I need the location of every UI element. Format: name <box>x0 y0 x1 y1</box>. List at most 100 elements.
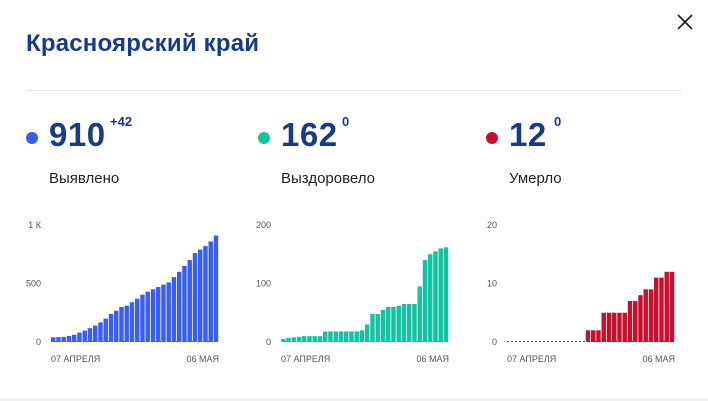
chart-bar[interactable] <box>82 330 87 342</box>
chart-bar[interactable] <box>338 331 344 342</box>
chart-bar[interactable] <box>443 247 449 342</box>
chart-bar[interactable] <box>391 306 396 342</box>
x-tick-label: 06 МАЯ <box>186 354 219 364</box>
chart-bar[interactable] <box>213 235 219 342</box>
chart-bar[interactable] <box>349 331 354 342</box>
chart-bar[interactable] <box>654 277 659 342</box>
chart-bar[interactable] <box>140 294 145 342</box>
chart-bar[interactable] <box>627 301 633 342</box>
chart-bar[interactable] <box>166 282 171 342</box>
chart-bar[interactable] <box>422 260 428 342</box>
chart-bar[interactable] <box>66 335 72 342</box>
chart-bar[interactable] <box>182 265 187 342</box>
chart-bar[interactable] <box>328 331 333 342</box>
chart-bar[interactable] <box>135 298 140 342</box>
chart-bar[interactable] <box>417 286 422 342</box>
chart-bar[interactable] <box>664 271 669 342</box>
chart-bar[interactable] <box>171 277 177 342</box>
chart-bar[interactable] <box>161 284 166 342</box>
chart-bar[interactable] <box>375 313 380 342</box>
chart-bar[interactable] <box>93 325 98 342</box>
chart-bar[interactable] <box>333 331 338 342</box>
chart-bar[interactable] <box>344 331 349 342</box>
stat-label: Выявлено <box>49 170 120 187</box>
chart-bar[interactable] <box>87 328 93 342</box>
chart-bar[interactable] <box>296 336 302 342</box>
chart-bar[interactable] <box>428 254 433 342</box>
chart-bar[interactable] <box>633 301 638 342</box>
chart-bar[interactable] <box>386 306 391 342</box>
chart-bar[interactable] <box>129 302 135 342</box>
chart-bar[interactable] <box>150 289 156 342</box>
chart-bar[interactable] <box>407 303 412 342</box>
chart-bar[interactable] <box>307 336 312 342</box>
chart-bar[interactable] <box>370 313 375 342</box>
stat-value: 12 <box>509 116 547 153</box>
chart-bar[interactable] <box>312 336 317 342</box>
chart-bar[interactable] <box>187 260 192 342</box>
chart-bar[interactable] <box>286 337 291 343</box>
chart-bar[interactable] <box>198 249 203 342</box>
chart-bar[interactable] <box>156 287 161 342</box>
chart-bar[interactable] <box>203 246 208 342</box>
chart-bar[interactable] <box>323 331 328 342</box>
chart-bar[interactable] <box>317 336 323 342</box>
chart-bar[interactable] <box>601 312 606 342</box>
chart-bar[interactable] <box>412 303 417 342</box>
chart-bar[interactable] <box>606 312 612 342</box>
chart-bar[interactable] <box>145 291 150 342</box>
divider <box>26 90 682 91</box>
deaths-chart: 20 10 0 07 АПРЕЛЯ 06 МАЯ <box>487 220 675 364</box>
chart-bar[interactable] <box>77 332 82 342</box>
chart-bar[interactable] <box>591 330 596 342</box>
chart-bar[interactable] <box>585 330 591 342</box>
chart-bar[interactable] <box>61 336 66 342</box>
chart-bar[interactable] <box>380 309 386 342</box>
chart-bar[interactable] <box>354 331 359 342</box>
chart-bar[interactable] <box>119 306 124 342</box>
chart-bar[interactable] <box>108 313 114 342</box>
chart-bar[interactable] <box>622 312 627 342</box>
chart-bar[interactable] <box>617 312 622 342</box>
stat-value: 162 <box>281 116 338 153</box>
chart-bar[interactable] <box>365 324 370 342</box>
chart-bar[interactable] <box>643 289 648 342</box>
stat-label: Выздоровело <box>281 170 376 187</box>
chart-bar[interactable] <box>291 337 296 342</box>
chart-bar[interactable] <box>648 289 654 342</box>
chart-bar[interactable] <box>114 310 119 342</box>
chart-bar[interactable] <box>438 248 443 342</box>
chart-bar[interactable] <box>208 241 213 342</box>
recovered-dot-icon <box>258 132 270 144</box>
bottom-border <box>0 398 708 401</box>
y-tick-label: 0 <box>36 337 41 347</box>
chart-bar[interactable] <box>51 337 56 342</box>
chart-bar[interactable] <box>56 337 61 342</box>
chart-bar[interactable] <box>638 295 643 342</box>
chart-bar[interactable] <box>302 336 307 342</box>
chart-bar[interactable] <box>396 305 401 342</box>
chart-bar[interactable] <box>659 277 664 342</box>
chart-bar[interactable] <box>612 312 617 342</box>
chart-bar[interactable] <box>281 339 286 343</box>
chart-bar[interactable] <box>669 271 675 342</box>
x-tick-label: 07 АПРЕЛЯ <box>281 354 330 364</box>
chart-bar[interactable] <box>72 334 77 342</box>
close-icon[interactable] <box>672 9 698 35</box>
chart-bar[interactable] <box>433 251 438 342</box>
stat-label: Умерло <box>509 170 562 187</box>
chart-bar[interactable] <box>401 303 407 342</box>
chart-bar[interactable] <box>124 305 129 342</box>
chart-bar[interactable] <box>177 271 182 342</box>
y-tick-label: 100 <box>256 279 271 289</box>
y-tick-label: 1 К <box>28 220 42 230</box>
chart-bar[interactable] <box>103 318 108 342</box>
x-tick-label: 07 АПРЕЛЯ <box>51 354 100 364</box>
chart-bar[interactable] <box>359 330 365 342</box>
chart-bar[interactable] <box>192 253 198 342</box>
chart-bar[interactable] <box>98 322 103 342</box>
x-tick-label: 06 МАЯ <box>416 354 449 364</box>
stat-value: 910 <box>49 116 106 153</box>
y-tick-label: 500 <box>26 279 41 289</box>
chart-bar[interactable] <box>596 330 601 342</box>
